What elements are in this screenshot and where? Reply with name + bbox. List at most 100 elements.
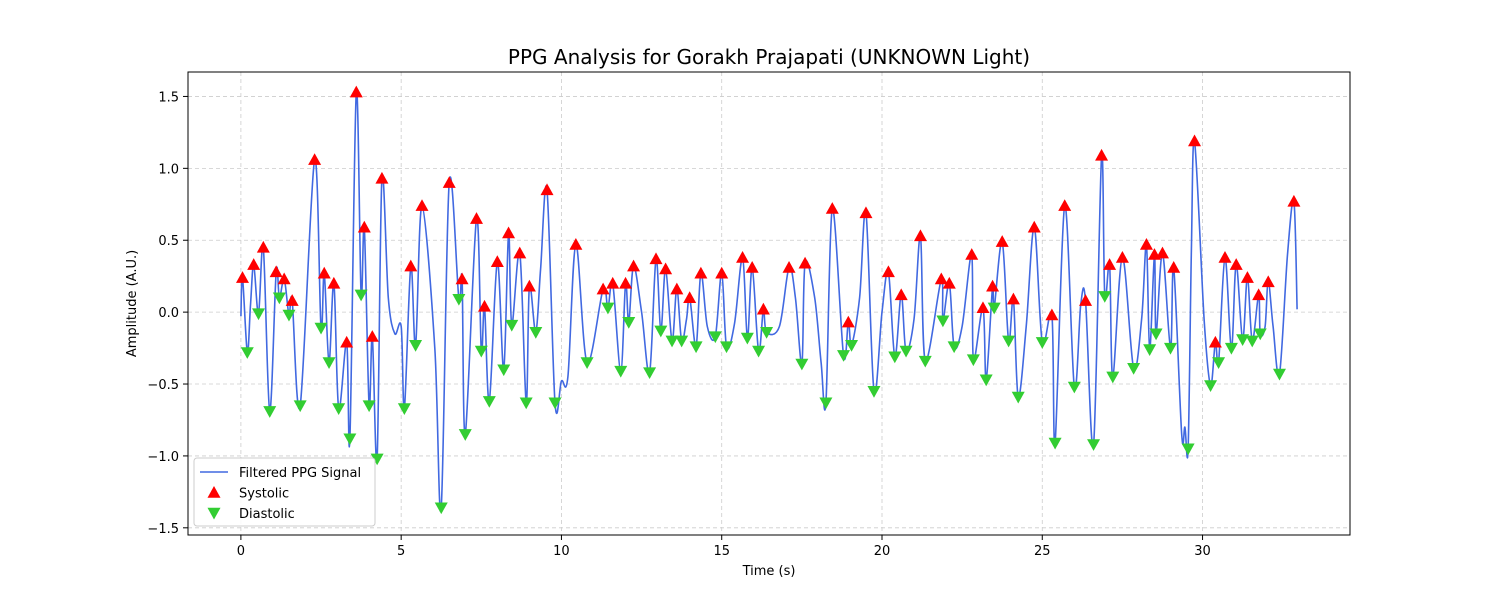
systolic-marker — [1208, 335, 1222, 348]
systolic-marker — [1006, 292, 1020, 305]
systolic-marker — [340, 335, 354, 348]
diastolic-marker — [1035, 337, 1049, 349]
x-axis-label: Time (s) — [742, 564, 796, 579]
systolic-marker — [502, 226, 516, 239]
diastolic-marker — [1253, 328, 1267, 341]
legend-systolic-swatch — [207, 486, 221, 498]
systolic-marker — [1095, 148, 1109, 161]
diastolic-marker — [1236, 334, 1250, 346]
systolic-marker — [404, 259, 418, 272]
diastolic-marker — [458, 429, 472, 441]
diastolic-marker — [293, 400, 307, 413]
y-tick-label: 1.0 — [158, 162, 179, 177]
systolic-marker — [976, 301, 990, 314]
systolic-marker — [894, 288, 908, 301]
diastolic-marker — [1087, 439, 1101, 451]
systolic-marker — [285, 294, 299, 306]
systolic-marker — [235, 271, 249, 283]
y-tick-label: 0.5 — [158, 234, 179, 249]
diastolic-marker — [752, 345, 766, 358]
systolic-marker — [308, 153, 322, 165]
diastolic-marker — [1067, 381, 1081, 394]
diastolic-marker — [354, 289, 368, 302]
diastolic-marker — [899, 345, 913, 358]
systolic-marker — [327, 276, 341, 289]
diastolic-marker — [740, 332, 754, 345]
systolic-marker — [469, 212, 483, 224]
legend-diastolic-swatch — [207, 507, 221, 520]
systolic-marker — [277, 272, 291, 285]
systolic-marker — [1188, 134, 1202, 147]
legend-label: Systolic — [239, 487, 289, 502]
systolic-marker — [659, 262, 673, 275]
legend-label: Filtered PPG Signal — [239, 466, 361, 481]
y-tick-label: −1.5 — [147, 522, 179, 537]
diastolic-marker — [622, 316, 636, 329]
systolic-marker — [1027, 220, 1041, 233]
systolic-marker — [913, 229, 927, 242]
diastolic-marker — [1272, 368, 1286, 381]
systolic-marker — [881, 265, 895, 278]
y-tick-label: −1.0 — [147, 450, 179, 465]
diastolic-marker — [936, 315, 950, 328]
systolic-marker — [1058, 199, 1072, 211]
diastolic-marker — [1048, 437, 1062, 450]
legend-label: Diastolic — [239, 507, 295, 522]
systolic-marker — [825, 202, 839, 214]
diastolic-marker — [720, 341, 734, 354]
diastolic-marker — [434, 502, 448, 515]
systolic-marker — [1252, 288, 1266, 301]
systolic-marker — [859, 206, 873, 219]
diastolic-marker — [409, 339, 423, 352]
systolic-marker — [670, 282, 684, 295]
diastolic-marker — [918, 355, 932, 368]
diastolic-marker — [343, 433, 357, 446]
diastolic-marker — [675, 335, 689, 348]
systolic-marker — [965, 248, 979, 260]
systolic-marker — [1079, 294, 1093, 306]
diastolic-marker — [519, 397, 533, 410]
systolic-marker — [375, 171, 389, 184]
x-tick-label: 25 — [1034, 544, 1051, 559]
systolic-marker — [1287, 194, 1301, 207]
systolic-marker — [619, 276, 633, 289]
chart-title: PPG Analysis for Gorakh Prajapati (UNKNO… — [508, 45, 1030, 69]
systolic-marker — [455, 272, 469, 285]
systolic-marker — [1218, 250, 1232, 263]
diastolic-marker — [979, 374, 993, 387]
diastolic-marker — [397, 403, 411, 415]
systolic-marker — [745, 261, 759, 273]
systolic-marker — [1229, 258, 1243, 270]
systolic-marker — [478, 299, 492, 312]
signal-layer — [240, 89, 1298, 512]
systolic-marker — [1115, 250, 1129, 263]
diastolic-marker — [263, 406, 277, 418]
systolic-marker — [841, 315, 855, 328]
systolic-marker — [569, 238, 583, 250]
diastolic-marker — [1224, 342, 1238, 355]
systolic-marker — [349, 85, 363, 98]
ppg-signal-line — [240, 89, 1298, 512]
diastolic-marker — [482, 396, 496, 408]
diastolic-marker — [252, 308, 266, 321]
x-tick-label: 30 — [1194, 544, 1211, 559]
diastolic-marker — [1163, 342, 1177, 355]
diastolic-marker — [362, 400, 376, 413]
diastolic-marker — [689, 341, 703, 354]
systolic-marker — [715, 266, 729, 279]
x-tick-label: 20 — [874, 544, 891, 559]
systolic-marker — [694, 266, 708, 279]
y-tick-label: 1.5 — [158, 90, 179, 105]
diastolic-marker — [452, 293, 466, 306]
diastolic-marker — [272, 292, 286, 305]
diastolic-marker — [867, 386, 881, 398]
diastolic-marker — [497, 364, 511, 377]
diastolic-marker — [332, 403, 346, 415]
systolic-marker — [442, 176, 456, 188]
diastolic-marker — [654, 325, 668, 338]
systolic-marker — [942, 276, 956, 289]
diastolic-marker — [1106, 371, 1120, 384]
diastolic-marker — [888, 351, 902, 364]
y-axis-label: Amplitude (A.U.) — [125, 250, 140, 357]
systolic-marker — [1240, 271, 1254, 283]
